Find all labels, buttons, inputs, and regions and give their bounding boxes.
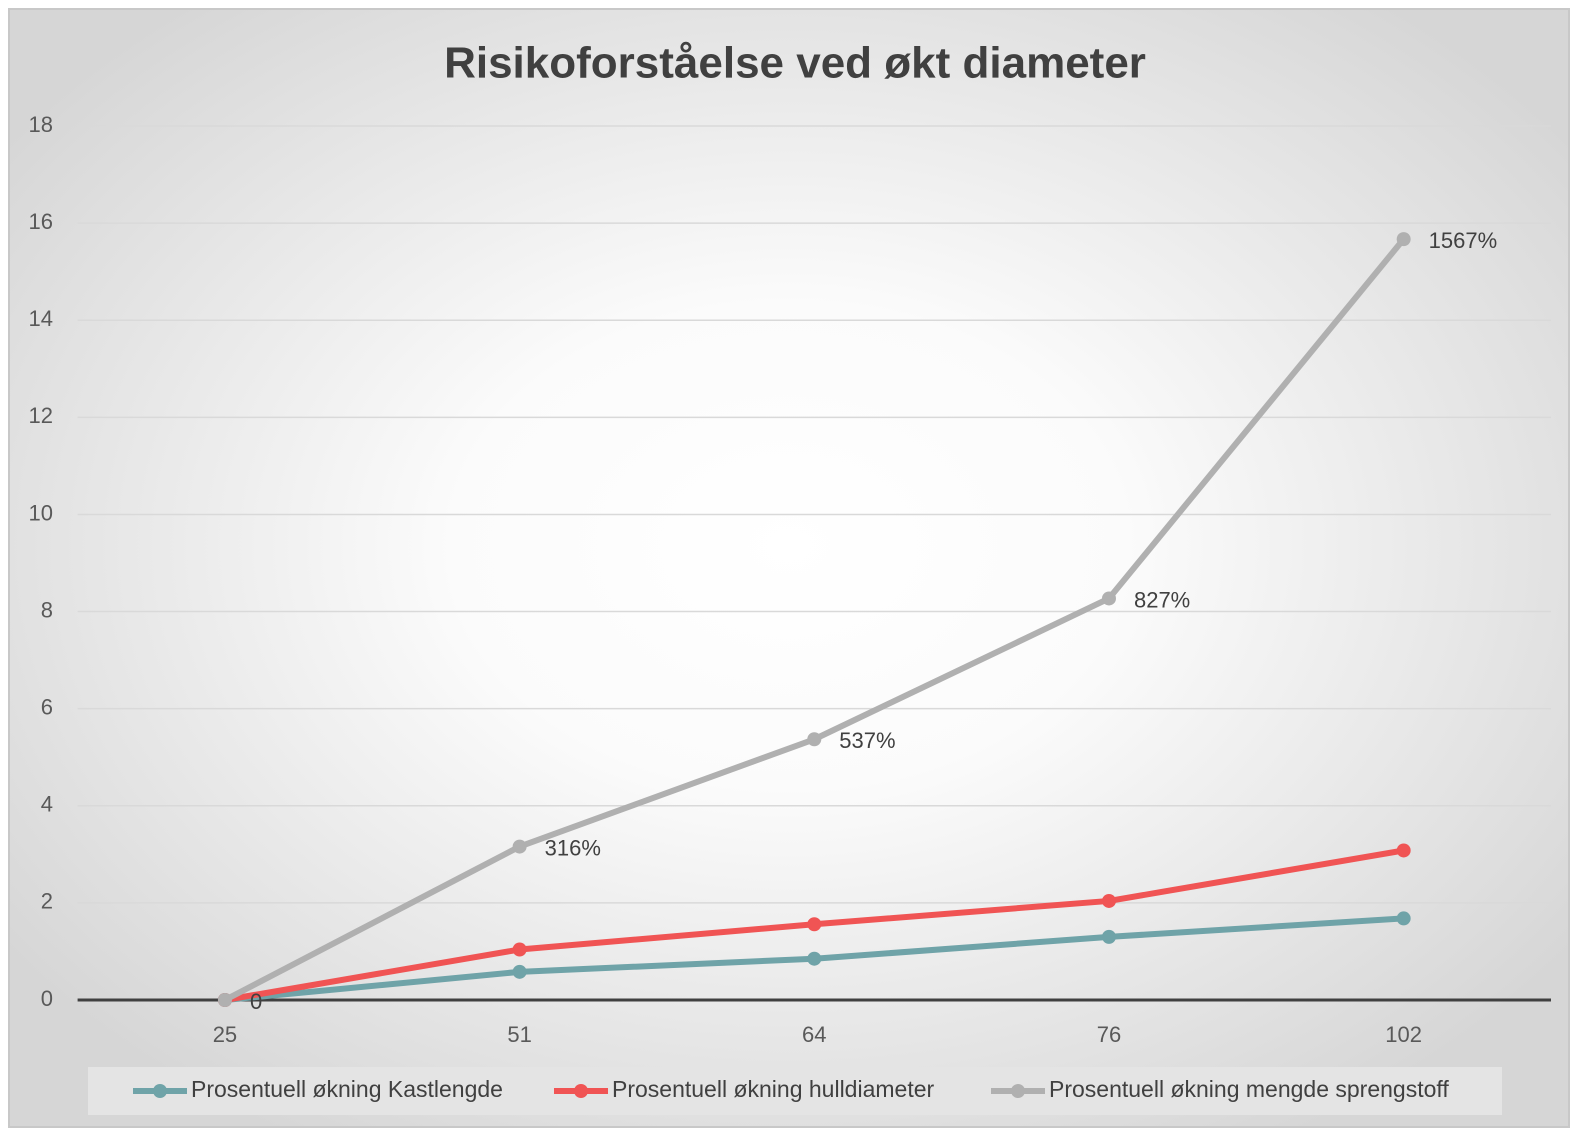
data-label: 1567% xyxy=(1429,228,1498,253)
legend-marker xyxy=(1011,1084,1025,1098)
data-label: 316% xyxy=(545,835,601,860)
y-tick-label: 4 xyxy=(41,792,53,817)
y-tick-label: 6 xyxy=(41,694,53,719)
legend-box xyxy=(88,1067,1502,1115)
chart-title: Risikoforståelse ved økt diameter xyxy=(444,39,1146,88)
data-point xyxy=(807,951,822,966)
legend-marker xyxy=(153,1084,167,1098)
y-tick-label: 14 xyxy=(29,306,53,331)
data-point xyxy=(512,942,527,957)
legend-label: Prosentuell økning mengde sprengstoff xyxy=(1049,1076,1449,1102)
data-point xyxy=(807,917,822,932)
data-point xyxy=(1396,232,1411,247)
x-tick-label: 51 xyxy=(507,1022,531,1047)
data-point xyxy=(1396,843,1411,858)
y-tick-label: 10 xyxy=(29,500,53,525)
y-tick-label: 12 xyxy=(29,403,53,428)
y-tick-label: 16 xyxy=(29,209,53,234)
data-label: 537% xyxy=(839,728,895,753)
x-tick-label: 25 xyxy=(213,1022,237,1047)
data-label: 0 xyxy=(250,989,262,1014)
y-tick-label: 2 xyxy=(41,889,53,914)
y-tick-label: 8 xyxy=(41,597,53,622)
data-point xyxy=(217,993,232,1007)
x-tick-label: 76 xyxy=(1097,1022,1121,1047)
data-point xyxy=(512,964,527,979)
y-tick-label: 18 xyxy=(29,112,53,137)
legend-label: Prosentuell økning Kastlengde xyxy=(191,1076,503,1102)
data-point xyxy=(1396,911,1411,926)
data-label: 827% xyxy=(1134,587,1190,612)
data-point xyxy=(1101,893,1116,908)
data-point xyxy=(1101,591,1116,606)
chart-background xyxy=(8,8,1570,1128)
x-tick-label: 102 xyxy=(1385,1022,1422,1047)
data-point xyxy=(512,839,527,854)
y-tick-label: 0 xyxy=(41,986,53,1011)
legend-marker xyxy=(574,1084,588,1098)
x-tick-label: 64 xyxy=(802,1022,826,1047)
legend-label: Prosentuell økning hulldiameter xyxy=(612,1076,935,1102)
data-point xyxy=(1101,929,1116,944)
data-point xyxy=(807,732,822,747)
